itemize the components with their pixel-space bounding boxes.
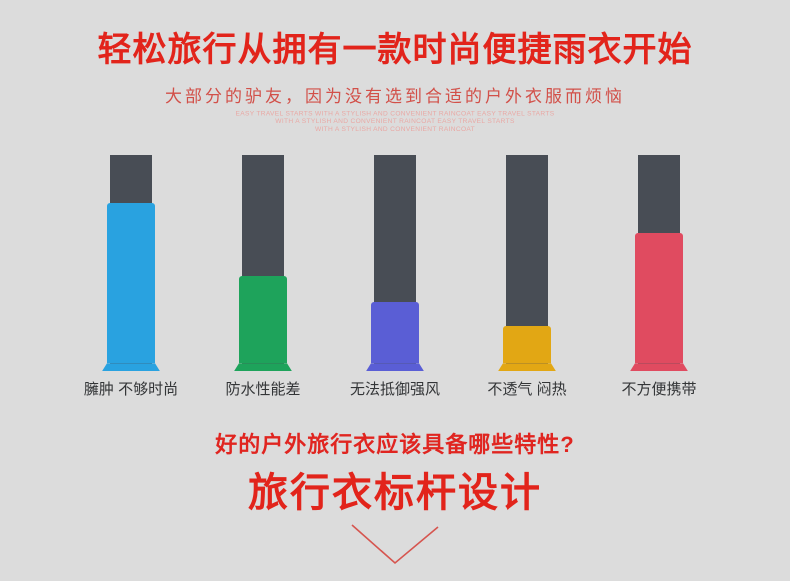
tagline-line: WITH A STYLISH AND CONVENIENT RAINCOAT — [314, 126, 476, 134]
bar-label: 不方便携带 — [621, 381, 697, 399]
bar-fill — [503, 326, 551, 364]
problem-bar: 臃肿 不够时尚 — [84, 155, 178, 399]
bar-label: 不透气 闷热 — [487, 381, 567, 399]
problem-bar: 不透气 闷热 — [487, 155, 567, 399]
problem-bar: 防水性能差 — [226, 155, 301, 399]
bar-column — [234, 155, 292, 372]
slogan-title: 旅行衣标杆设计 — [248, 470, 542, 515]
question-text: 好的户外旅行衣应该具备哪些特性? — [215, 432, 575, 458]
subtitle: 大部分的驴友，因为没有选到合适的户外衣服而烦恼 — [165, 86, 625, 106]
bar-fill — [635, 233, 683, 364]
problem-bar: 不方便携带 — [622, 155, 697, 399]
bar-column — [102, 155, 160, 372]
bar-label: 无法抵御强风 — [350, 381, 441, 399]
tagline-line: WITH A STYLISH AND CONVENIENT RAINCOAT E… — [275, 118, 515, 126]
problem-bar: 无法抵御强风 — [350, 155, 440, 399]
bar-fill — [239, 276, 287, 364]
tagline-line: EASY TRAVEL STARTS WITH A STYLISH AND CO… — [235, 110, 555, 118]
problem-bars-chart: 臃肿 不够时尚 防水性能差 无法抵御强风 不透气 闷热 不方便携带 — [0, 155, 790, 399]
bar-label: 臃肿 不够时尚 — [83, 381, 179, 399]
bar-column — [498, 155, 556, 372]
bar-fill — [371, 302, 419, 364]
tagline-english: EASY TRAVEL STARTS WITH A STYLISH AND CO… — [134, 110, 655, 134]
bar-label: 防水性能差 — [225, 381, 301, 399]
bar-base-flare — [498, 363, 556, 372]
bar-base-flare — [234, 363, 292, 372]
chevron-down-icon — [351, 523, 439, 564]
chevron-row — [0, 523, 790, 570]
bar-base-flare — [102, 363, 160, 372]
page-title: 轻松旅行从拥有一款时尚便捷雨衣开始 — [97, 31, 693, 69]
bar-fill — [107, 203, 155, 364]
bar-column — [630, 155, 688, 372]
bar-base-flare — [630, 363, 688, 372]
bar-column — [366, 155, 424, 372]
bar-base-flare — [366, 363, 424, 372]
